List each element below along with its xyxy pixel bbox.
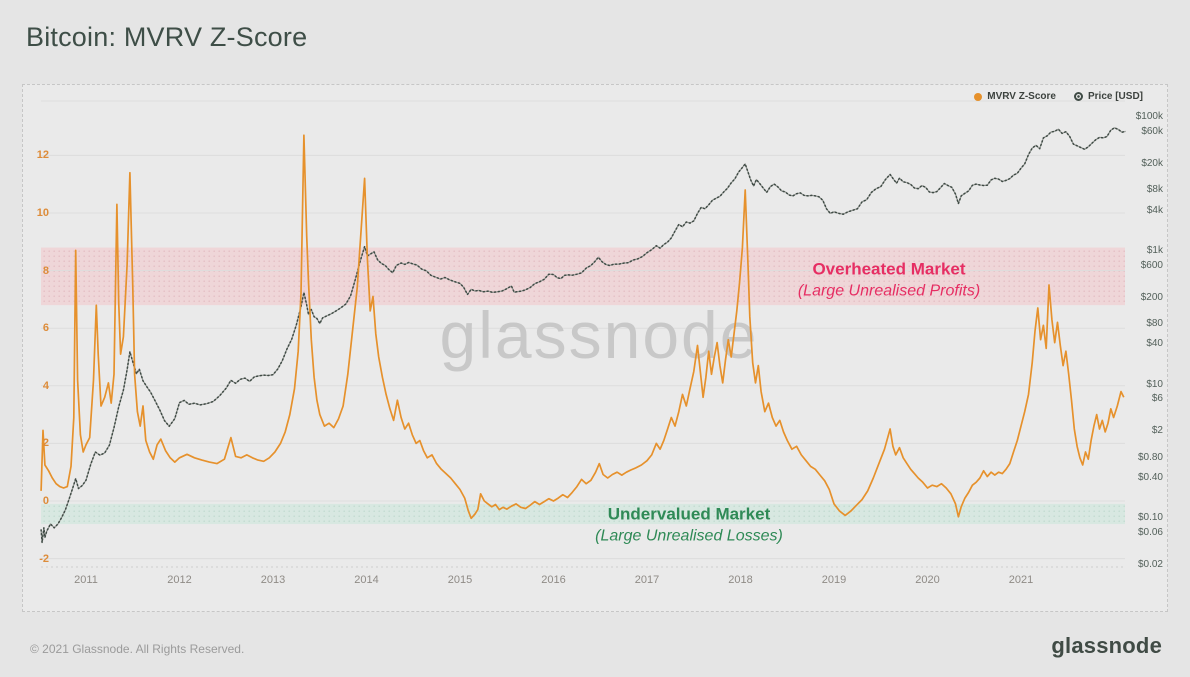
x-tick-2014: 2014 — [354, 574, 379, 586]
y-right-tick-$100k: $100k — [1135, 111, 1163, 122]
legend-label-price: Price [USD] — [1087, 91, 1143, 102]
y-right-tick-$0.80: $0.80 — [1137, 451, 1163, 463]
page-title: Bitcoin: MVRV Z-Score — [26, 22, 308, 52]
watermark: glassnode — [440, 298, 759, 372]
y-right-tick-$600: $600 — [1140, 259, 1163, 271]
y-right-tick-$0.06: $0.06 — [1137, 527, 1163, 539]
x-tick-2018: 2018 — [728, 574, 753, 586]
series-price-line — [40, 127, 1127, 544]
legend-label-mvrv: MVRV Z-Score — [987, 91, 1056, 102]
x-tick-2017: 2017 — [634, 574, 660, 586]
x-tick-2015: 2015 — [447, 574, 473, 586]
y-right-tick-$1k: $1k — [1146, 244, 1163, 256]
undervalued-band-texture — [41, 503, 1125, 525]
y-left-tick-12: 12 — [36, 149, 49, 162]
y-right-tick-$4k: $4k — [1146, 204, 1163, 216]
footer-copyright: © 2021 Glassnode. All Rights Reserved. — [30, 642, 245, 656]
mvrv-dot-icon — [974, 92, 983, 101]
y-right-tick-$0.02: $0.02 — [1137, 559, 1163, 571]
y-right-tick-$200: $200 — [1140, 291, 1163, 303]
undervalued-annotation-title: Undervalued Market — [607, 504, 771, 524]
y-left-tick-4: 4 — [42, 379, 49, 392]
y-left-tick-2: 2 — [42, 437, 49, 450]
x-tick-2013: 2013 — [260, 574, 286, 586]
y-right-tick-$10: $10 — [1146, 378, 1163, 390]
legend: MVRV Z-Score Price [USD] — [974, 91, 1143, 102]
y-right-tick-$0.10: $0.10 — [1137, 512, 1163, 524]
chart-canvas[interactable]: glassnode — [23, 85, 1167, 611]
chart-card: glassnode MVRV Z-Score Price [USD] Overh… — [22, 84, 1168, 612]
y-left-tick-10: 10 — [36, 207, 49, 219]
legend-item-mvrv[interactable]: MVRV Z-Score — [974, 91, 1056, 102]
y-right-tick-$40: $40 — [1146, 338, 1163, 350]
series-mvrv-line — [40, 134, 1125, 520]
x-tick-2012: 2012 — [167, 574, 192, 586]
overheated-band-texture — [41, 247, 1125, 306]
y-left-tick-0: 0 — [42, 495, 49, 507]
overheated-annotation-title: Overheated Market — [812, 259, 966, 279]
undervalued-annotation-subtitle: (Large Unrealised Losses) — [595, 527, 783, 545]
x-tick-2021: 2021 — [1008, 574, 1034, 586]
legend-item-price[interactable]: Price [USD] — [1073, 91, 1143, 102]
y-left-tick--2: -2 — [39, 552, 49, 565]
footer-logo: glassnode — [1051, 633, 1162, 658]
x-tick-2016: 2016 — [541, 574, 566, 586]
x-tick-2011: 2011 — [74, 574, 98, 586]
x-tick-2019: 2019 — [821, 574, 847, 586]
overheated-annotation: Overheated Market (Large Unrealised Prof… — [798, 260, 980, 301]
overheated-annotation-subtitle: (Large Unrealised Profits) — [797, 282, 981, 300]
y-right-tick-$6: $6 — [1151, 393, 1163, 405]
y-right-tick-$2: $2 — [1151, 425, 1163, 437]
x-tick-2020: 2020 — [915, 574, 940, 586]
y-right-tick-$8k: $8k — [1146, 184, 1163, 196]
y-right-tick-$80: $80 — [1146, 318, 1163, 330]
y-right-tick-$60k: $60k — [1141, 125, 1163, 137]
y-left-tick-6: 6 — [42, 322, 49, 335]
y-right-tick-$0.40: $0.40 — [1137, 472, 1163, 484]
y-left-tick-8: 8 — [42, 264, 49, 277]
price-ring-icon — [1073, 92, 1083, 101]
y-right-tick-$20k: $20k — [1141, 157, 1163, 169]
undervalued-annotation: Undervalued Market (Large Unrealised Los… — [595, 505, 783, 546]
